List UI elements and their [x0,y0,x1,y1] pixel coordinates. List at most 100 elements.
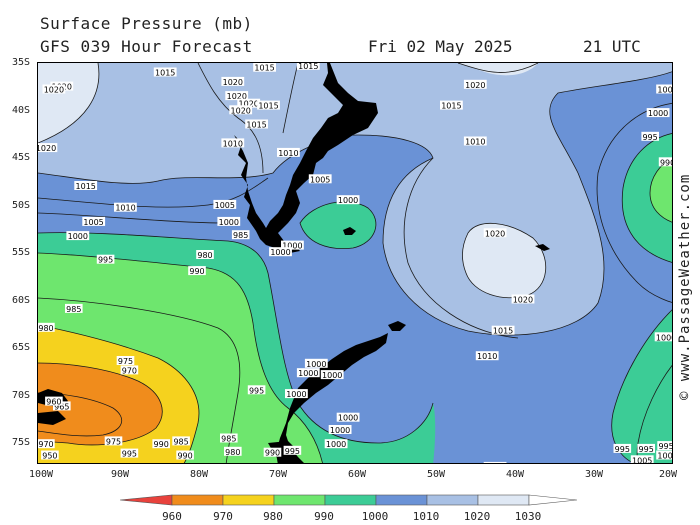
isobar-label: 1000 [306,360,326,369]
isobar-label: 1020 [513,296,533,305]
colorbar-arrow-low [119,494,173,506]
isobar-label: 1005 [215,201,235,210]
lat-label-60s: 60S [12,295,31,306]
isobar-label: 1000 [657,452,673,461]
isobar-label: 1015 [493,327,513,336]
isobar-label-bg [656,450,672,460]
isobar-label-bg [296,63,320,70]
isobar-label: 1010 [223,139,243,148]
isobar-label: 995 [122,450,137,459]
isobar-label: 995 [615,445,630,454]
isobar-label: 1005 [83,218,103,227]
isobar-label-bg [74,181,98,190]
isobar-label-bg [153,67,177,77]
isobar-label-bg [336,195,360,205]
isobar-label-bg [483,461,507,463]
isobar-label: 975 [106,437,121,446]
isobar-label-bg [229,105,253,115]
isobar-label-bg [657,441,672,451]
isobar-label-bg [38,322,55,332]
isobar-label-bg [320,370,344,380]
isobar-label: 1000 [338,196,358,205]
isobar-label: 1015 [246,121,266,130]
lon-label-20w: 20W [658,469,678,480]
isobar-label-bg [253,63,276,72]
isobar-label: 1020 [231,106,251,115]
isobar-label-bg [104,436,123,446]
isobar-label-bg [82,216,106,226]
forecast-time: 21 UTC [583,37,641,56]
pressure-field-990-east [650,158,672,223]
isobar-label: 1000 [282,242,302,251]
site-credit: © www.PassageWeather.com [677,173,693,400]
lon-label-100w: 100W [28,469,54,480]
forecast-date: Fri 02 May 2025 [368,37,513,56]
map-title: Surface Pressure (mb) [40,14,253,33]
isobar-label: 990 [265,449,280,458]
isobar-label: 1010 [465,138,485,147]
isobar-label: 1005 [485,463,505,464]
isobar-label-bg [637,443,655,453]
isobar-label: 965 [54,402,69,411]
isobar-label-bg [196,250,214,259]
lon-label-30w: 30W [584,469,604,480]
isobar-label-bg [224,446,242,456]
isobar-label: 990 [154,440,169,449]
pressure-field-1020-n [458,63,538,76]
isobar-label-bg [630,455,654,463]
isobar-label: 1005 [310,175,330,184]
isobar-label-bg [53,401,71,411]
colorbar-label-1030: 1030 [514,510,542,523]
isobar-label-bg [116,356,135,365]
isobar-label-bg [221,76,245,86]
isobar-label-bg [225,91,249,101]
isobar-label-bg [475,351,499,361]
colorbar-cell [324,494,377,506]
isobar-label-bg [172,436,190,446]
isobar-label: 1015 [441,102,461,111]
lon-label-80w: 80W [189,469,209,480]
isobar-label: 990 [660,158,673,167]
lat-label-45s: 45S [12,152,31,163]
isobar-label-bg [41,450,59,460]
isobar-label-bg [511,294,535,304]
isobar-label-bg [237,98,261,108]
isobar-label: 985 [221,435,236,444]
isobar-label: 995 [639,445,654,454]
isobar-label: 1000 [286,390,306,399]
isobar-label: 990 [177,452,192,461]
isobar-label: 970 [122,366,137,375]
isobar-label-bg [42,84,66,94]
isobar-label: 980 [197,251,212,260]
isobar-label-bg [328,425,352,434]
isobar-label-bg [231,230,250,240]
colorbar-label-1020: 1020 [463,510,491,523]
lat-label-65s: 65S [12,342,31,353]
isobar-label-bg [217,216,241,226]
isobar-label: 1010 [477,352,497,361]
isobar-label-bg [304,358,328,368]
isobar-label-bg [646,108,670,118]
isobar-label-bg [463,79,487,89]
isobar-label: 1010 [278,149,298,158]
lat-label-70s: 70S [12,390,31,401]
isobar-label-bg [38,439,55,449]
isobar-label-bg [285,389,308,399]
pressure-map: 1020102010151020102010201020101510151015… [37,62,673,464]
isobar-label: 995 [285,447,300,456]
pressure-field-970 [38,363,163,445]
isobar-label-bg [38,143,58,153]
colorbar-cell [426,494,479,506]
colorbar-label-980: 980 [263,510,283,523]
isobar-label: 1005 [632,456,652,464]
isobar-label-bg [613,443,632,453]
colorbar-cell [222,494,275,506]
pressure-field-1020-high [462,223,546,298]
isobar-label-bg [96,254,115,264]
colorbar [119,494,578,506]
isobar-label-bg [257,100,280,110]
colorbar-arrow-high [528,494,578,506]
colorbar-cell [273,494,326,506]
isobar-label: 1000 [656,333,673,342]
isobar-label: 1020 [485,229,505,238]
